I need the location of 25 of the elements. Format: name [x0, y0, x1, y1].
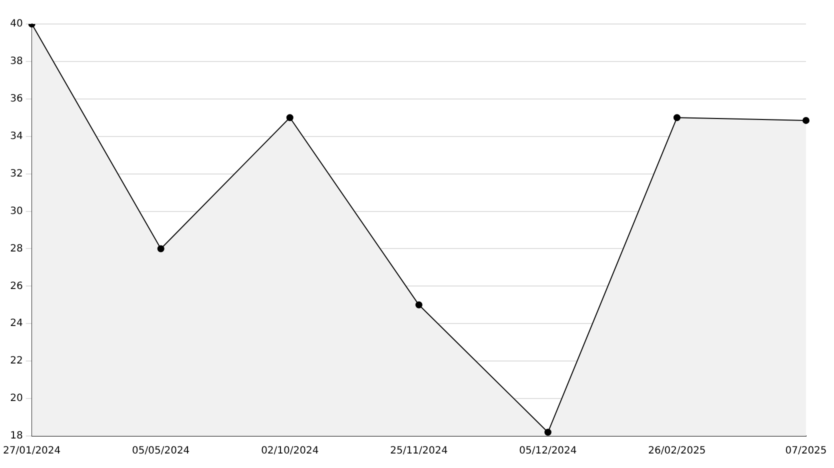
x-tick-label: 07/2025	[785, 446, 827, 457]
x-tick-label: 05/12/2024	[519, 446, 577, 457]
y-tick-label: 32	[10, 168, 23, 180]
point	[544, 428, 552, 436]
x-tick-label: 25/11/2024	[390, 446, 448, 457]
y-tick-label: 26	[10, 280, 23, 292]
y-tick-label: 38	[10, 56, 23, 68]
point	[157, 245, 164, 252]
y-tick-label: 40	[10, 18, 23, 30]
x-tick-label: 26/02/2025	[648, 446, 706, 457]
point	[415, 301, 422, 308]
y-tick-label: 30	[10, 206, 23, 217]
point	[673, 114, 680, 122]
x-tick-label: 05/05/2024	[132, 446, 190, 457]
y-tick-label: 18	[10, 430, 23, 442]
y-tick-label: 24	[10, 318, 23, 330]
y-tick-label: 36	[10, 94, 23, 105]
x-tick-label: 02/10/2024	[261, 446, 319, 457]
y-tick-label: 34	[10, 130, 23, 142]
point	[802, 116, 810, 124]
y-tick-label: 20	[10, 393, 23, 404]
y-tick-label: 28	[10, 243, 23, 254]
y-tick-label: 22	[10, 356, 23, 367]
x-tick-label: 27/01/2024	[3, 446, 61, 457]
point	[286, 114, 294, 122]
